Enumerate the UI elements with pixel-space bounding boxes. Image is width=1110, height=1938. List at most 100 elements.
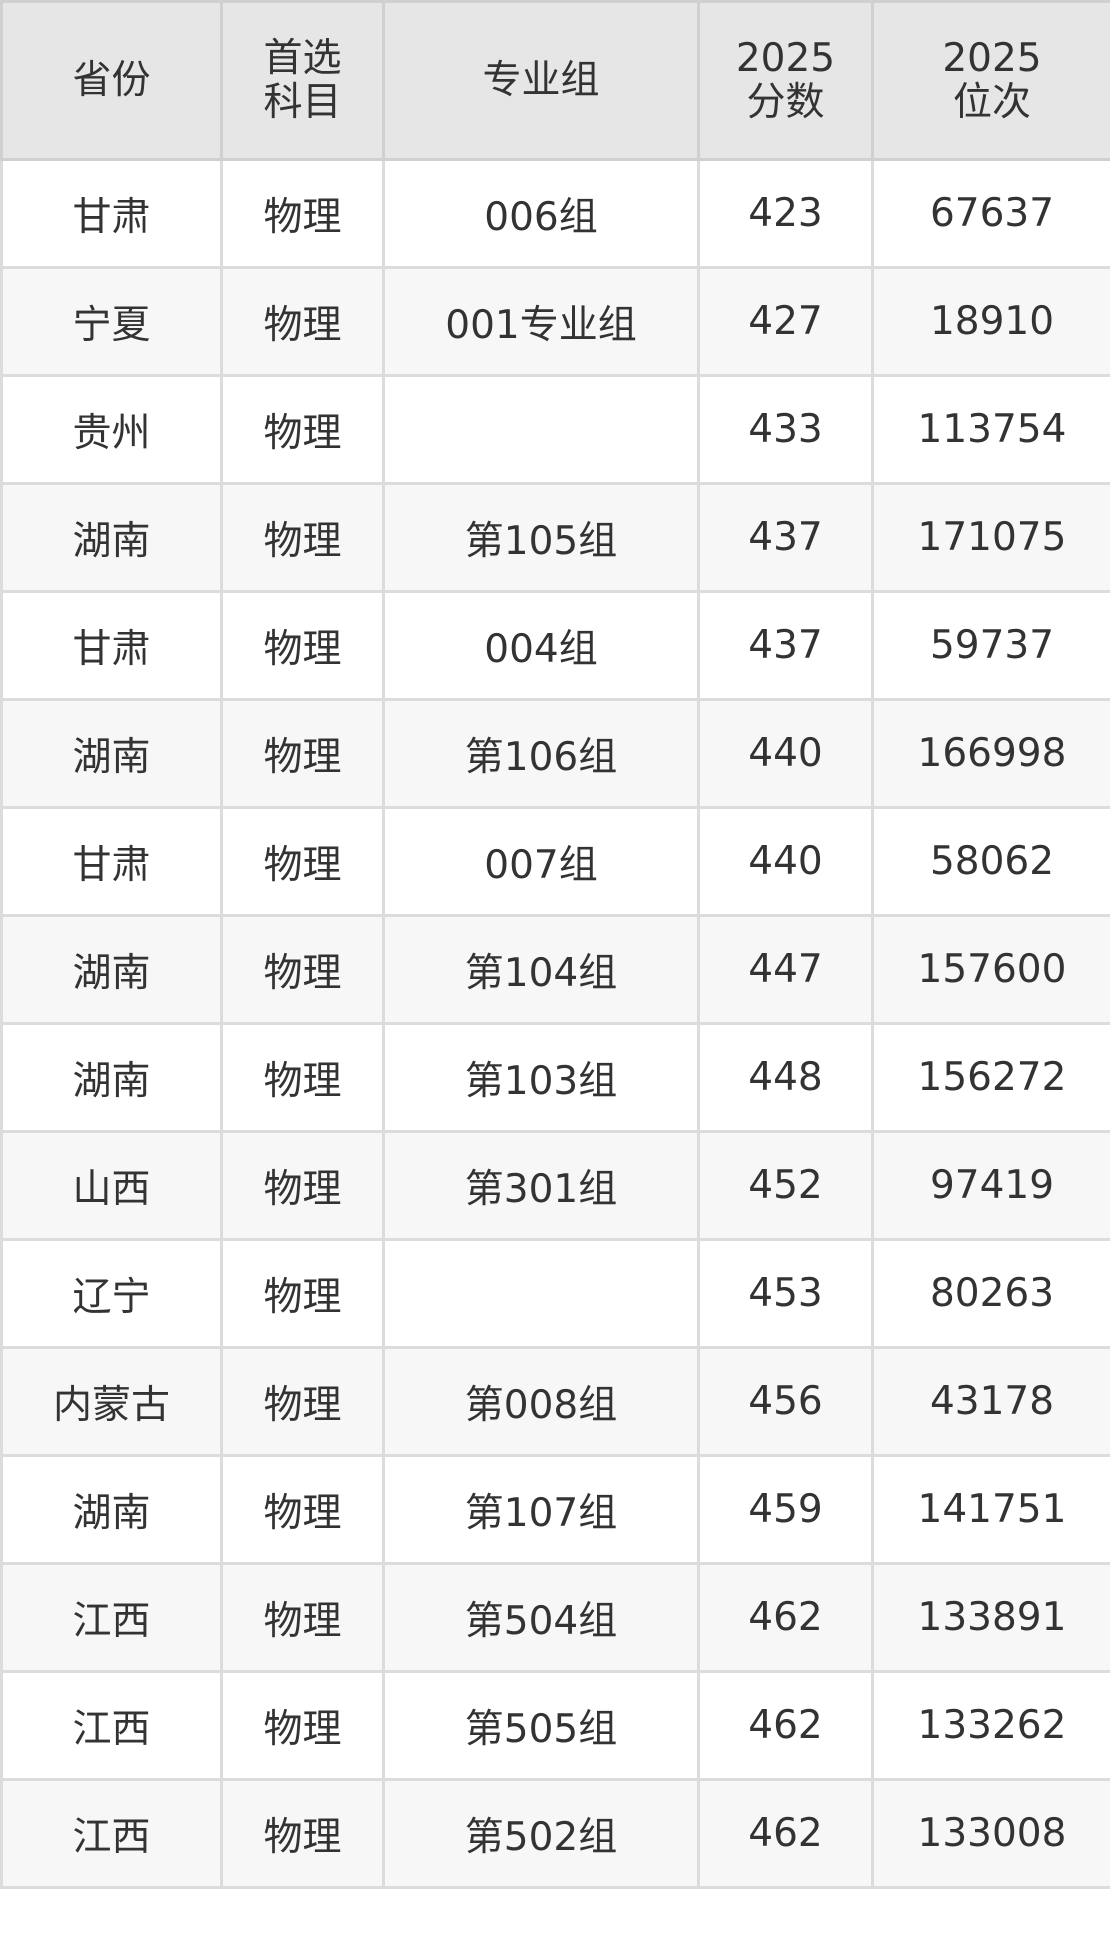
cell-rank-2025: 59737 <box>871 590 1110 701</box>
header-text: 省份 <box>72 57 151 103</box>
cell-rank-2025: 43178 <box>871 1346 1110 1457</box>
cell-major-group: 第104组 <box>382 914 700 1025</box>
table-row: 山西 物理 第301组 452 97419 <box>0 1130 1110 1241</box>
header-text: 科目 <box>263 79 342 125</box>
cell-major-group: 第502组 <box>382 1778 700 1889</box>
cell-major-group: 第505组 <box>382 1670 700 1781</box>
cell-major-group: 第504组 <box>382 1562 700 1673</box>
header-text: 位次 <box>952 79 1031 125</box>
table-row: 湖南 物理 第106组 440 166998 <box>0 698 1110 809</box>
cell-first-subject: 物理 <box>220 1670 385 1781</box>
table-row: 内蒙古 物理 第008组 456 43178 <box>0 1346 1110 1457</box>
cell-province: 山西 <box>0 1130 223 1241</box>
cell-province: 湖南 <box>0 482 223 593</box>
cell-rank-2025: 157600 <box>871 914 1110 1025</box>
cell-first-subject: 物理 <box>220 1130 385 1241</box>
cell-score-2025: 423 <box>697 158 874 269</box>
header-text: 2025 <box>942 35 1042 81</box>
cell-province: 甘肃 <box>0 806 223 917</box>
cell-major-group: 001专业组 <box>382 266 700 377</box>
cell-major-group <box>382 374 700 485</box>
cell-major-group: 第105组 <box>382 482 700 593</box>
cell-first-subject: 物理 <box>220 374 385 485</box>
cell-score-2025: 433 <box>697 374 874 485</box>
cell-score-2025: 447 <box>697 914 874 1025</box>
cell-rank-2025: 141751 <box>871 1454 1110 1565</box>
table-row: 湖南 物理 第107组 459 141751 <box>0 1454 1110 1565</box>
cell-province: 辽宁 <box>0 1238 223 1349</box>
header-first-subject: 首选 科目 <box>220 0 385 161</box>
cell-score-2025: 440 <box>697 698 874 809</box>
header-major-group: 专业组 <box>382 0 700 161</box>
cell-rank-2025: 80263 <box>871 1238 1110 1349</box>
cell-score-2025: 462 <box>697 1562 874 1673</box>
cell-major-group: 第008组 <box>382 1346 700 1457</box>
header-rank-2025: 2025 位次 <box>871 0 1110 161</box>
cell-score-2025: 437 <box>697 590 874 701</box>
table-row: 湖南 物理 第105组 437 171075 <box>0 482 1110 593</box>
cell-score-2025: 462 <box>697 1778 874 1889</box>
cell-first-subject: 物理 <box>220 1454 385 1565</box>
cell-province: 湖南 <box>0 698 223 809</box>
table-row: 江西 物理 第502组 462 133008 <box>0 1778 1110 1889</box>
header-text: 分数 <box>746 79 825 125</box>
cell-first-subject: 物理 <box>220 698 385 809</box>
cell-first-subject: 物理 <box>220 482 385 593</box>
table-row: 宁夏 物理 001专业组 427 18910 <box>0 266 1110 377</box>
cell-first-subject: 物理 <box>220 1346 385 1457</box>
cell-major-group: 004组 <box>382 590 700 701</box>
cell-rank-2025: 97419 <box>871 1130 1110 1241</box>
cell-major-group: 007组 <box>382 806 700 917</box>
cell-province: 江西 <box>0 1562 223 1673</box>
cell-province: 湖南 <box>0 1022 223 1133</box>
header-text: 2025 <box>735 35 836 81</box>
cell-major-group: 第106组 <box>382 698 700 809</box>
cell-score-2025: 453 <box>697 1238 874 1349</box>
header-province: 省份 <box>0 0 223 161</box>
cell-province: 甘肃 <box>0 590 223 701</box>
table-row: 辽宁 物理 453 80263 <box>0 1238 1110 1349</box>
cell-rank-2025: 133008 <box>871 1778 1110 1889</box>
cell-province: 宁夏 <box>0 266 223 377</box>
cell-score-2025: 440 <box>697 806 874 917</box>
cell-major-group <box>382 1238 700 1349</box>
cell-score-2025: 456 <box>697 1346 874 1457</box>
cell-major-group: 第103组 <box>382 1022 700 1133</box>
table-row: 甘肃 物理 007组 440 58062 <box>0 806 1110 917</box>
cell-rank-2025: 166998 <box>871 698 1110 809</box>
cell-first-subject: 物理 <box>220 266 385 377</box>
table-row: 江西 物理 第504组 462 133891 <box>0 1562 1110 1673</box>
cell-score-2025: 452 <box>697 1130 874 1241</box>
table-row: 甘肃 物理 006组 423 67637 <box>0 158 1110 269</box>
cell-score-2025: 448 <box>697 1022 874 1133</box>
cell-rank-2025: 133891 <box>871 1562 1110 1673</box>
cell-first-subject: 物理 <box>220 1022 385 1133</box>
cell-first-subject: 物理 <box>220 1562 385 1673</box>
cell-province: 贵州 <box>0 374 223 485</box>
table-body: 甘肃 物理 006组 423 67637 宁夏 物理 001专业组 427 18910 贵州 物理 43… <box>0 158 1110 1889</box>
table-row: 湖南 物理 第104组 447 157600 <box>0 914 1110 1025</box>
table-row: 贵州 物理 433 113754 <box>0 374 1110 485</box>
cell-rank-2025: 67637 <box>871 158 1110 269</box>
cell-first-subject: 物理 <box>220 590 385 701</box>
header-score-2025: 2025 分数 <box>697 0 874 161</box>
cell-province: 内蒙古 <box>0 1346 223 1457</box>
cell-province: 湖南 <box>0 914 223 1025</box>
header-text: 首选 <box>263 35 342 81</box>
cell-score-2025: 437 <box>697 482 874 593</box>
cell-major-group: 第107组 <box>382 1454 700 1565</box>
cell-first-subject: 物理 <box>220 1778 385 1889</box>
cell-major-group: 006组 <box>382 158 700 269</box>
admission-score-table: 省份 首选 科目 专业组 2025 分数 2025 位次 甘肃 物理 006组 423 67637 宁夏… <box>0 0 1110 1889</box>
header-row: 省份 首选 科目 专业组 2025 分数 2025 位次 <box>0 0 1110 161</box>
cell-first-subject: 物理 <box>220 158 385 269</box>
cell-province: 江西 <box>0 1778 223 1889</box>
cell-first-subject: 物理 <box>220 914 385 1025</box>
cell-rank-2025: 18910 <box>871 266 1110 377</box>
cell-score-2025: 459 <box>697 1454 874 1565</box>
cell-first-subject: 物理 <box>220 806 385 917</box>
cell-rank-2025: 113754 <box>871 374 1110 485</box>
header-text: 专业组 <box>482 57 600 103</box>
table-row: 甘肃 物理 004组 437 59737 <box>0 590 1110 701</box>
cell-rank-2025: 171075 <box>871 482 1110 593</box>
